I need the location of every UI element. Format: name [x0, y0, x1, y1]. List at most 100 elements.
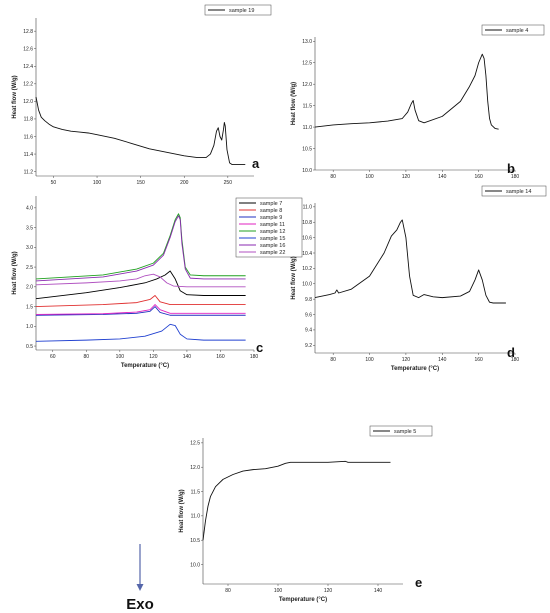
series-line-sample-16	[35, 215, 246, 282]
y-tick-label: 12.5	[302, 61, 312, 67]
x-tick-label: 60	[50, 354, 56, 360]
x-tick-label: 140	[438, 174, 447, 180]
series-line-sample-22	[35, 273, 246, 288]
y-tick-label: 10.0	[302, 282, 312, 288]
y-tick-label: 3.5	[26, 225, 33, 231]
x-tick-label: 80	[84, 354, 90, 360]
x-tick-label: 100	[365, 174, 374, 180]
x-tick-label: 200	[180, 180, 189, 186]
legend-entry: sample 15	[260, 236, 285, 242]
y-axis-label: Heat flow (W/g)	[291, 256, 297, 299]
y-tick-label: 11.8	[24, 117, 34, 123]
x-tick-label: 120	[402, 357, 411, 363]
series-line-sample-19	[35, 96, 246, 166]
x-tick-label: 140	[438, 357, 447, 363]
y-tick-label: 12.8	[23, 29, 33, 35]
x-tick-label: 180	[511, 357, 520, 363]
y-tick-label: 11.0	[303, 205, 313, 211]
series-line-sample-12	[35, 213, 246, 280]
series-line-sample-9	[35, 306, 246, 316]
x-tick-label: 100	[274, 588, 283, 594]
y-tick-label: 9.8	[305, 297, 312, 303]
legend-entry: sample 16	[260, 243, 285, 249]
x-tick-label: 140	[374, 588, 383, 594]
x-tick-label: 140	[183, 354, 192, 360]
x-tick-label: 100	[365, 357, 374, 363]
x-tick-label: 80	[225, 588, 231, 594]
legend: sample 5	[369, 425, 433, 437]
y-tick-label: 11.0	[191, 514, 201, 520]
x-tick-label: 250	[224, 180, 233, 186]
y-tick-label: 12.6	[23, 47, 33, 53]
series-line-sample-4	[314, 53, 499, 130]
legend-entry: sample 22	[260, 250, 285, 256]
y-tick-label: 10.8	[302, 220, 312, 226]
x-tick-label: 100	[93, 180, 102, 186]
y-tick-label: 12.0	[190, 465, 200, 471]
y-tick-label: 11.4	[24, 152, 34, 158]
series-line-sample-7	[35, 270, 246, 300]
panel-label-b: b	[507, 161, 515, 176]
x-tick-label: 120	[324, 588, 333, 594]
y-tick-label: 1.5	[26, 304, 33, 310]
legend-box	[369, 425, 433, 437]
legend: sample 4	[481, 24, 545, 36]
y-tick-label: 1.0	[26, 324, 33, 330]
y-tick-label: 11.5	[191, 489, 201, 495]
exo-label: Exo	[126, 596, 154, 613]
x-tick-label: 180	[250, 354, 259, 360]
y-tick-label: 3.0	[26, 245, 33, 251]
legend-box	[235, 197, 303, 258]
chart-panel-a: 50 100 150 200 250 11.2 11.4 11.6 11.8 12.0 12.2 12…	[12, 4, 272, 186]
legend-entry: sample 8	[260, 208, 282, 214]
y-tick-label: 10.5	[302, 146, 312, 152]
series-line-sample-5	[202, 460, 391, 541]
chart-panel-b: 80 100 120 140 160 180 10.0 10.5 11.0 11.5 12.0 12.…	[291, 24, 545, 180]
exo-arrow-head	[136, 584, 144, 591]
series-line-sample-8	[35, 295, 246, 308]
panel-label-c: c	[256, 340, 263, 355]
legend-entry: sample 12	[260, 229, 285, 235]
legend-entry: sample 4	[506, 28, 528, 34]
x-tick-label: 80	[330, 174, 336, 180]
exo-indicator: Exo	[126, 544, 154, 613]
y-tick-label: 10.6	[302, 235, 312, 241]
chart-panel-e: 80 100 120 140 10.0 10.5 11.0 11.5 12.0 12.5 Heat …	[179, 425, 433, 603]
y-tick-label: 11.6	[24, 134, 34, 140]
legend-entry: sample 5	[394, 429, 416, 435]
y-tick-label: 10.5	[190, 538, 200, 544]
x-axis-label: Temperature (°C)	[121, 363, 169, 369]
legend-box	[481, 185, 547, 197]
y-tick-label: 11.2	[24, 169, 34, 175]
y-tick-label: 12.5	[190, 441, 200, 447]
x-axis-label: Temperature (°C)	[391, 366, 439, 372]
y-tick-label: 12.2	[23, 82, 33, 88]
series-line-sample-11	[35, 304, 246, 315]
y-tick-label: 9.6	[305, 312, 312, 318]
y-tick-label: 13.0	[302, 39, 312, 45]
legend: sample 19	[204, 4, 272, 16]
y-tick-label: 10.0	[190, 562, 200, 568]
y-tick-label: 2.5	[26, 265, 33, 271]
x-tick-label: 160	[216, 354, 225, 360]
legend-entry: sample 11	[260, 222, 285, 228]
y-tick-label: 12.4	[23, 64, 33, 70]
chart-panel-d: 80 100 120 140 160 180 9.2 9.4 9.6 9.8 10.0 10.2 10.…	[291, 185, 547, 372]
legend-box	[204, 4, 272, 16]
x-tick-label: 120	[402, 174, 411, 180]
y-tick-label: 11.0	[303, 125, 313, 131]
x-tick-label: 50	[51, 180, 57, 186]
x-tick-label: 160	[474, 174, 483, 180]
chart-panel-c: 60 80 100 120 140 160 180 0.5 1.0 1.5 2.0 2.5 3.0 3.5…	[12, 196, 303, 369]
legend: sample 14	[481, 185, 547, 197]
panel-label-d: d	[507, 345, 515, 360]
y-tick-label: 2.0	[26, 285, 33, 291]
legend-entry: sample 19	[229, 8, 254, 14]
legend-entry: sample 7	[260, 201, 282, 207]
y-tick-label: 0.5	[26, 344, 33, 350]
panel-label-e: e	[415, 575, 422, 590]
y-tick-label: 10.4	[302, 251, 312, 257]
series-line-sample-15	[35, 323, 246, 342]
legend-entry: sample 9	[260, 215, 282, 221]
